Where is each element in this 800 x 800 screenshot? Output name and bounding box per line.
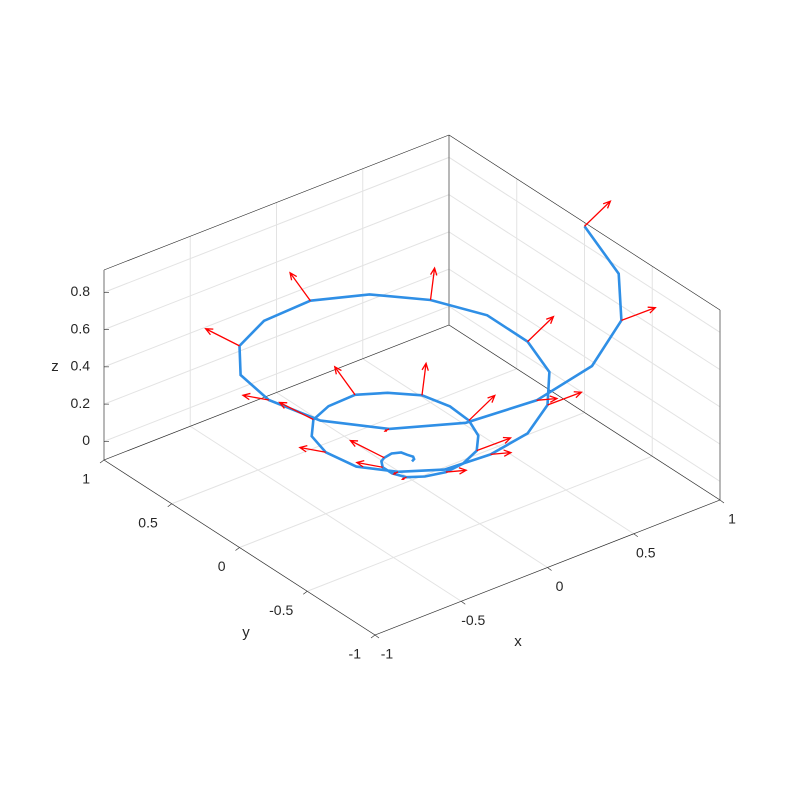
arrow — [241, 392, 269, 401]
grid-line — [448, 156, 721, 333]
x-tick-label: -1 — [381, 646, 394, 662]
arrow — [400, 476, 407, 481]
grid-line — [448, 268, 721, 445]
arrow — [490, 449, 513, 457]
arrow — [421, 361, 429, 396]
grid-line — [448, 194, 721, 371]
axis-edge — [103, 134, 450, 271]
grid-line — [103, 305, 450, 442]
arrow — [289, 271, 311, 302]
arrow — [584, 200, 612, 227]
z-tick-label: 0.6 — [71, 320, 91, 336]
grid-line — [103, 194, 450, 331]
arrow — [298, 445, 326, 453]
x-tick-label: 0.5 — [636, 544, 656, 560]
x-tick-label: 0 — [556, 578, 564, 594]
tick-mark — [167, 503, 172, 507]
y-tick-label: 0.5 — [138, 514, 158, 530]
arrow — [429, 266, 438, 301]
arrow — [527, 315, 555, 343]
z-tick-label: 0 — [82, 432, 90, 448]
y-tick-label: -1 — [349, 646, 362, 662]
grid-line — [307, 455, 653, 592]
z-tick-label: 0.8 — [71, 283, 91, 299]
axis-edge — [448, 134, 721, 311]
tick-mark — [547, 567, 552, 571]
y-tick-label: -0.5 — [269, 602, 293, 618]
tick-mark — [633, 533, 638, 537]
x-tick-label: -0.5 — [461, 612, 485, 628]
tick-mark — [235, 547, 240, 551]
axis-edge — [448, 324, 721, 501]
arrow — [333, 365, 356, 396]
x-tick-label: 1 — [728, 511, 736, 527]
z-tick-label: 0.4 — [71, 358, 91, 374]
tick-mark — [461, 601, 466, 605]
arrow — [621, 306, 657, 321]
arrow — [476, 436, 513, 452]
tick-mark — [303, 591, 308, 595]
arrow — [536, 395, 559, 403]
arrow — [348, 439, 385, 459]
arrow — [278, 401, 314, 421]
tick-mark — [370, 634, 376, 639]
z-tick-label: 0.2 — [71, 395, 91, 411]
z-axis-label: z — [51, 358, 59, 375]
arrow — [547, 391, 583, 406]
arrow — [468, 394, 496, 421]
arrow — [392, 471, 399, 475]
grid-line — [103, 156, 450, 293]
axis-edge — [103, 324, 450, 461]
arrow — [355, 460, 383, 468]
grid-line — [103, 268, 450, 405]
arrow — [204, 328, 240, 347]
x-axis-label: x — [514, 633, 522, 650]
y-axis-label: y — [242, 624, 250, 641]
arrow — [445, 467, 468, 475]
grid-line — [448, 231, 721, 408]
y-tick-label: 0 — [218, 558, 226, 574]
grid-line — [171, 368, 517, 505]
tick-mark — [99, 459, 105, 464]
grid-line — [448, 305, 721, 482]
grid-line — [103, 231, 450, 368]
arrow — [383, 428, 390, 432]
tick-mark — [374, 634, 380, 639]
tick-mark — [719, 499, 725, 504]
y-tick-label: 1 — [82, 471, 90, 487]
